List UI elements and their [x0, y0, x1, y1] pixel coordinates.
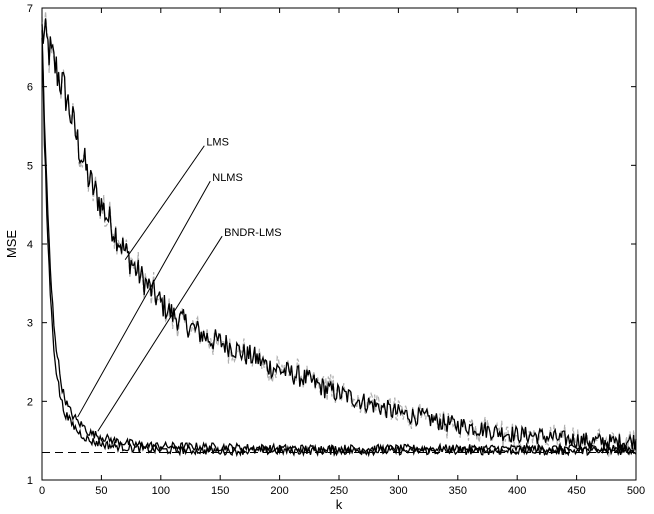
x-tick-label: 0	[39, 485, 45, 497]
y-tick-label: 7	[27, 3, 33, 15]
x-tick-label: 150	[211, 485, 229, 497]
x-tick-label: 350	[449, 485, 467, 497]
x-tick-label: 100	[152, 485, 170, 497]
x-axis-ticks: 0 50 100 150 200 250 300 350 400 450 500	[39, 8, 645, 497]
annotation-leader-line	[97, 235, 223, 432]
series-line-bndr-lms	[41, 37, 637, 458]
y-axis-label: MSE	[4, 230, 19, 259]
x-tick-label: 450	[567, 485, 585, 497]
y-axis-ticks: 1 2 3 4 5 6 7	[27, 3, 636, 487]
annotation-label: LMS	[206, 137, 229, 149]
y-tick-label: 4	[27, 239, 33, 251]
y-tick-label: 1	[27, 475, 33, 487]
y-tick-label: 5	[27, 160, 33, 172]
annotation-label: BNDR-LMS	[224, 227, 281, 239]
y-tick-label: 3	[27, 318, 33, 330]
annotation-layer: LMS NLMS BNDR-LMS	[77, 137, 282, 432]
y-tick-label: 6	[27, 82, 33, 94]
plot-area-frame	[41, 7, 637, 481]
annotation-leader-line	[77, 180, 211, 418]
x-tick-label: 400	[508, 485, 526, 497]
series-layer	[41, 11, 637, 458]
annotation-leader-line	[124, 145, 205, 261]
annotation-label: NLMS	[212, 172, 243, 184]
x-tick-label: 50	[95, 485, 107, 497]
y-tick-label: 2	[27, 396, 33, 408]
x-tick-label: 200	[270, 485, 288, 497]
x-tick-label: 250	[330, 485, 348, 497]
x-axis-label: k	[336, 497, 343, 512]
x-tick-label: 500	[627, 485, 645, 497]
series-line-lms	[41, 18, 637, 453]
x-tick-label: 300	[389, 485, 407, 497]
